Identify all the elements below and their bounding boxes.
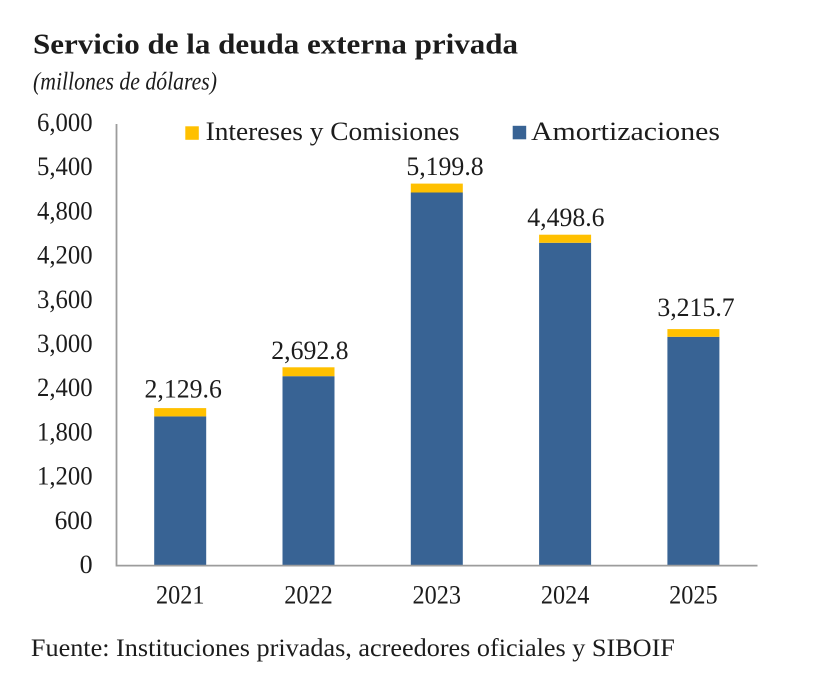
svg-text:2,129.6: 2,129.6 (145, 375, 222, 404)
svg-text:3,215.7: 3,215.7 (657, 293, 734, 322)
svg-text:Servicio de la deuda externa p: Servicio de la deuda externa privada (33, 30, 518, 61)
svg-text:1,800: 1,800 (37, 417, 93, 446)
svg-text:Fuente: Instituciones privadas: Fuente: Instituciones privadas, acreedor… (31, 635, 675, 662)
svg-text:2024: 2024 (541, 581, 590, 610)
svg-text:0: 0 (80, 550, 93, 579)
svg-text:Intereses y Comisiones: Intereses y Comisiones (206, 117, 460, 146)
svg-text:5,199.8: 5,199.8 (406, 152, 483, 181)
svg-text:Amortizaciones: Amortizaciones (531, 117, 720, 146)
svg-text:6,000: 6,000 (37, 108, 93, 137)
svg-text:4,498.6: 4,498.6 (527, 203, 604, 232)
svg-text:5,400: 5,400 (37, 152, 93, 181)
svg-text:4,800: 4,800 (37, 196, 93, 225)
svg-text:2021: 2021 (156, 581, 205, 610)
svg-text:2,692.8: 2,692.8 (271, 336, 348, 365)
svg-text:3,600: 3,600 (37, 285, 93, 314)
svg-text:3,000: 3,000 (37, 329, 93, 358)
svg-text:1,200: 1,200 (37, 462, 93, 491)
svg-text:2,400: 2,400 (37, 373, 93, 402)
svg-text:2022: 2022 (284, 581, 333, 610)
svg-text:2023: 2023 (413, 581, 462, 610)
svg-text:4,200: 4,200 (37, 241, 93, 270)
svg-text:(millones de dólares): (millones de dólares) (33, 69, 217, 96)
svg-text:2025: 2025 (669, 581, 718, 610)
svg-text:600: 600 (55, 506, 93, 535)
